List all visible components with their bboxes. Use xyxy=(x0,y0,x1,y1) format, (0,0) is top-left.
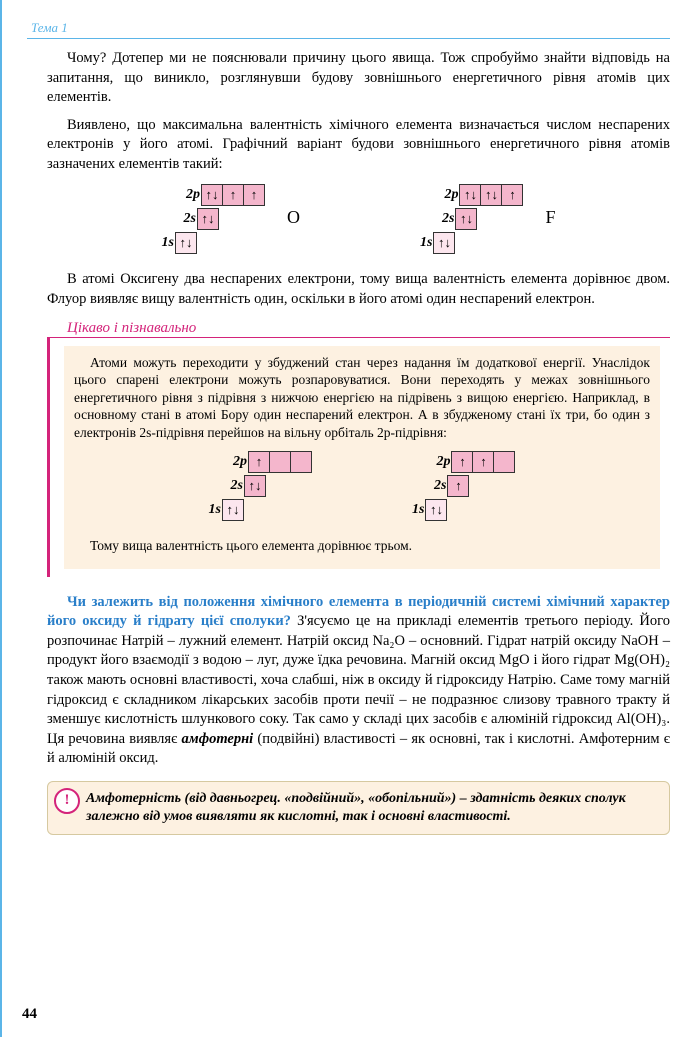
orbital-cell: ↑↓ xyxy=(175,232,197,254)
orbital-cell: ↑↓ xyxy=(222,499,244,521)
orbital-label-2p: 2p xyxy=(233,453,247,471)
orbital-label-1s: 1s xyxy=(412,501,424,519)
element-label-f: F xyxy=(545,207,555,228)
orbital-cell: ↑ xyxy=(248,451,270,473)
orbital-label-1s: 1s xyxy=(420,235,432,251)
orbital-cell: ↑ xyxy=(472,451,494,473)
orbital-cell: ↑↓ xyxy=(201,184,223,206)
orbital-diagram-oxygen: 2p ↑↓ ↑ ↑ 2s ↑↓ 1s ↑↓ O xyxy=(162,184,300,256)
orbital-label-2p: 2p xyxy=(186,187,200,203)
element-label-o: O xyxy=(287,207,300,228)
orbital-label-1s: 1s xyxy=(209,501,221,519)
orbital-diagram-fluorine: 2p ↑↓ ↑↓ ↑ 2s ↑↓ 1s ↑↓ F xyxy=(420,184,555,256)
orbital-diagram-row-2: 2p ↑ 2s ↑↓ 1s ↑↓ xyxy=(74,451,650,523)
orbital-cell xyxy=(290,451,312,473)
orbital-label-2s: 2s xyxy=(434,477,446,495)
orbital-cell: ↑↓ xyxy=(455,208,477,230)
orbital-cell: ↑↓ xyxy=(197,208,219,230)
orbital-diagram-boron-excited: 2p ↑ ↑ 2s ↑ 1s ↑↓ xyxy=(412,451,515,523)
paragraph-3: В атомі Оксигену два неспарених електрон… xyxy=(47,270,670,309)
paragraph-1: Чому? Дотепер ми не пояснювали причину ц… xyxy=(47,49,670,108)
definition-box: ! Амфотерність (від давньогрец. «подвійн… xyxy=(47,781,670,835)
orbital-label-2s: 2s xyxy=(442,211,454,227)
orbital-diagram-row-1: 2p ↑↓ ↑ ↑ 2s ↑↓ 1s ↑↓ O 2p xyxy=(47,184,670,256)
page-number: 44 xyxy=(22,1006,37,1023)
orbital-label-2p: 2p xyxy=(444,187,458,203)
topic-header: Тема 1 xyxy=(27,20,670,39)
orbital-diagram-boron-ground: 2p ↑ 2s ↑↓ 1s ↑↓ xyxy=(209,451,312,523)
interesting-heading: Цікаво і пізнавально xyxy=(47,320,670,338)
orbital-cell: ↑ xyxy=(447,475,469,497)
orbital-label-2s: 2s xyxy=(184,211,196,227)
paragraph-4-emph: амфотерні xyxy=(182,731,254,747)
definition-text: Амфотерність (від давньогрец. «подвійний… xyxy=(86,791,626,824)
orbital-cell xyxy=(493,451,515,473)
paragraph-4-body: З'ясуємо це на прикладі елементів третьо… xyxy=(47,613,670,746)
interesting-box: Атоми можуть переходити у збуджений стан… xyxy=(47,338,670,577)
interesting-p2: Тому вища валентність цього елемента дор… xyxy=(74,537,650,555)
orbital-cell xyxy=(269,451,291,473)
orbital-cell: ↑↓ xyxy=(244,475,266,497)
orbital-cell: ↑ xyxy=(501,184,523,206)
orbital-cell: ↑↓ xyxy=(480,184,502,206)
orbital-cell: ↑ xyxy=(222,184,244,206)
interesting-inner: Атоми можуть переходити у збуджений стан… xyxy=(64,346,660,569)
paragraph-4: Чи залежить від положення хімічного елем… xyxy=(47,593,670,769)
orbital-cell: ↑↓ xyxy=(459,184,481,206)
orbital-label-2s: 2s xyxy=(231,477,243,495)
paragraph-2: Виявлено, що максимальна валентність хім… xyxy=(47,116,670,175)
page-container: Тема 1 Чому? Дотепер ми не пояснювали пр… xyxy=(0,0,700,1037)
orbital-label-2p: 2p xyxy=(436,453,450,471)
orbital-cell: ↑ xyxy=(243,184,265,206)
orbital-cell: ↑↓ xyxy=(425,499,447,521)
orbital-cell: ↑↓ xyxy=(433,232,455,254)
orbital-cell: ↑ xyxy=(451,451,473,473)
exclamation-icon: ! xyxy=(54,788,80,814)
interesting-p1: Атоми можуть переходити у збуджений стан… xyxy=(74,354,650,442)
orbital-label-1s: 1s xyxy=(162,235,174,251)
